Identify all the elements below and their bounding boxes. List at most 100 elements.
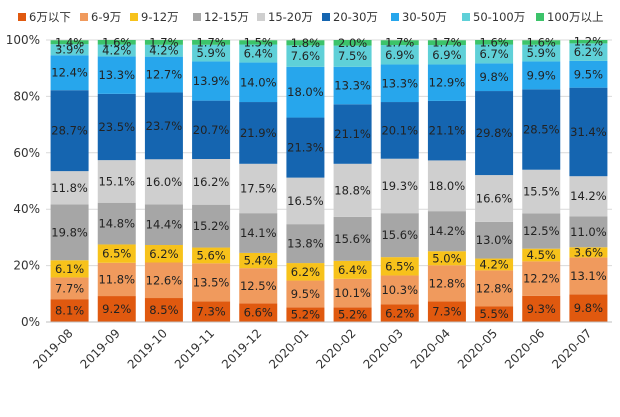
- data-label: 12.5%: [240, 279, 277, 293]
- bar-segment: [192, 100, 231, 160]
- data-label: 5.5%: [479, 307, 508, 321]
- bar-segment: [97, 40, 136, 45]
- legend-swatch: [257, 13, 265, 21]
- data-label: 31.4%: [570, 125, 607, 139]
- bar-segment: [144, 92, 183, 160]
- data-label: 6.7%: [479, 47, 508, 61]
- bar-segment: [569, 176, 608, 217]
- data-label: 13.3%: [334, 79, 371, 93]
- data-label: 6.2%: [574, 45, 603, 59]
- bar-segment: [427, 211, 466, 252]
- data-label: 20.7%: [193, 123, 230, 137]
- data-label: 12.7%: [146, 68, 183, 82]
- bar-segment: [50, 171, 89, 205]
- x-tick-label: 2019-12: [219, 326, 264, 371]
- x-tick-label: 2020-05: [455, 326, 500, 371]
- bar-segment: [97, 93, 136, 161]
- data-label: 23.7%: [146, 119, 183, 133]
- data-label: 12.8%: [476, 281, 513, 295]
- data-label: 13.5%: [193, 275, 230, 289]
- bar-segment: [239, 213, 278, 253]
- data-label: 16.6%: [476, 191, 513, 205]
- data-label: 9.9%: [527, 68, 556, 82]
- x-tick-label: 2020-01: [266, 326, 311, 371]
- bar-segment: [427, 160, 466, 212]
- data-label: 23.5%: [98, 120, 135, 134]
- bar-segment: [380, 275, 419, 305]
- bar-segment: [569, 294, 608, 322]
- x-tick-label: 2019-09: [78, 326, 123, 371]
- y-tick-label: 100%: [6, 33, 40, 47]
- bar-segment: [427, 64, 466, 101]
- data-label: 16.2%: [193, 175, 230, 189]
- bar-segment: [50, 277, 89, 300]
- data-label: 6.5%: [385, 259, 414, 273]
- data-label: 12.9%: [429, 76, 466, 90]
- bar-segment: [239, 62, 278, 103]
- bar-segment: [144, 56, 183, 93]
- bar-segment: [380, 45, 419, 65]
- bar-segment: [333, 278, 372, 308]
- bar-segment: [380, 64, 419, 103]
- y-tick-label: 60%: [13, 146, 40, 160]
- bar-segment: [286, 40, 325, 46]
- data-label: 15.6%: [334, 232, 371, 246]
- bar-segment: [97, 262, 136, 297]
- data-label: 19.8%: [51, 225, 88, 239]
- legend-label: 50-100万: [473, 10, 525, 24]
- data-label: 18.0%: [429, 179, 466, 193]
- data-label: 5.0%: [432, 251, 461, 265]
- bar-segment: [522, 89, 561, 170]
- bar-segment: [333, 45, 372, 67]
- data-label: 11.8%: [51, 181, 88, 195]
- data-label: 6.4%: [244, 47, 273, 61]
- bar-segment: [144, 204, 183, 246]
- bar-segment: [192, 247, 231, 264]
- data-label: 12.4%: [51, 66, 88, 80]
- data-label: 16.5%: [287, 194, 324, 208]
- bar-segment: [144, 159, 183, 205]
- data-label: 5.9%: [196, 46, 225, 60]
- bar-segment: [427, 40, 466, 46]
- x-tick-label: 2020-02: [313, 326, 358, 371]
- data-label: 6.1%: [55, 262, 84, 276]
- bar-segment: [50, 299, 89, 322]
- data-label: 7.5%: [338, 49, 367, 63]
- y-tick-label: 0%: [21, 315, 40, 329]
- data-label: 3.9%: [55, 43, 84, 57]
- data-label: 9.8%: [479, 70, 508, 84]
- bar-segment: [522, 40, 561, 45]
- legend-label: 12-15万: [204, 10, 249, 24]
- bar-segment: [97, 244, 136, 263]
- data-label: 12.5%: [523, 224, 560, 238]
- bar-segment: [569, 216, 608, 248]
- bar-segment: [239, 252, 278, 269]
- bar-segment: [380, 213, 419, 258]
- bar-segment: [333, 163, 372, 217]
- legend: 6万以下 6-9万 9-12万 12-15万 15-20万 20-30万 30-50万 50-…: [18, 10, 603, 24]
- data-label: 12.6%: [146, 273, 183, 287]
- data-label: 14.0%: [240, 75, 277, 89]
- legend-swatch: [536, 13, 544, 21]
- data-label: 9.5%: [291, 287, 320, 301]
- data-label: 29.8%: [476, 126, 513, 140]
- bar-segment: [239, 102, 278, 164]
- bar-segment: [427, 100, 466, 161]
- bar-segment: [522, 169, 561, 214]
- data-label: 1.7%: [196, 35, 225, 49]
- data-label: 1.6%: [527, 36, 556, 50]
- bar-segment: [475, 221, 514, 259]
- bar-segment: [475, 270, 514, 307]
- bar-segment: [192, 301, 231, 322]
- data-label: 13.3%: [381, 76, 418, 90]
- legend-label: 15-20万: [268, 10, 313, 24]
- legend-swatch: [130, 13, 138, 21]
- bars: 8.1% 7.7% 6.1% 19.8% 11.8% 28.7% 12.4% 3.9%1.4%…: [50, 35, 608, 322]
- data-label: 17.5%: [240, 181, 277, 195]
- data-label: 10.3%: [381, 283, 418, 297]
- data-label: 5.2%: [338, 308, 367, 322]
- data-label: 9.2%: [102, 302, 131, 316]
- data-label: 4.2%: [149, 44, 178, 58]
- data-label: 15.6%: [381, 228, 418, 242]
